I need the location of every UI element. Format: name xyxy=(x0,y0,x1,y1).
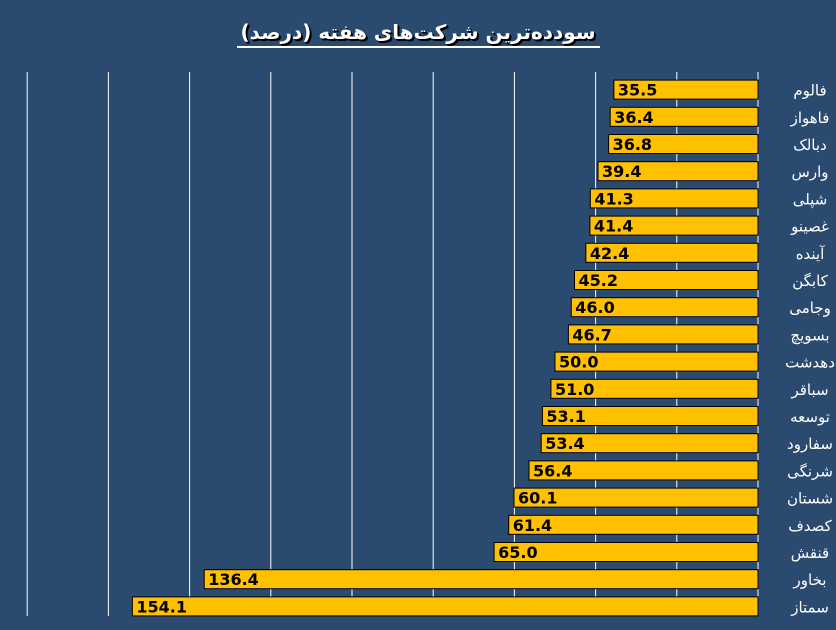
data-label: 53.1 xyxy=(546,407,585,426)
chart-title-text: سودده‌ترین شرکت‌های هفته (درصد) xyxy=(236,20,600,48)
bar xyxy=(203,569,759,590)
category-label: سمتاز xyxy=(790,598,829,616)
category-label: کابگن xyxy=(792,272,828,290)
category-label: دهدشت xyxy=(785,354,835,372)
bar xyxy=(570,297,759,318)
bar xyxy=(608,134,759,154)
data-label: 45.2 xyxy=(578,271,617,290)
category-label: شپلی xyxy=(793,190,828,209)
category-label: دبالک xyxy=(793,136,826,154)
bar xyxy=(554,351,759,372)
bar xyxy=(550,378,759,399)
data-label: 35.5 xyxy=(618,81,657,100)
data-label: 65.0 xyxy=(498,543,537,562)
bar xyxy=(597,161,759,182)
category-label: کصدف xyxy=(788,517,832,535)
chart-title: سودده‌ترین شرکت‌های هفته (درصد) xyxy=(0,20,836,48)
data-label: 61.4 xyxy=(513,516,552,535)
category-label: سباقر xyxy=(790,381,828,399)
data-label: 39.4 xyxy=(602,162,641,181)
data-label: 56.4 xyxy=(533,461,572,480)
bar xyxy=(541,406,759,426)
data-label: 46.7 xyxy=(572,325,611,344)
bar xyxy=(585,242,759,263)
bar xyxy=(513,487,759,508)
bar xyxy=(567,324,759,345)
bars: 35.5 فالوم 36.4 فاهواز 36.8 دبالک 39.4 وارس 41.3… xyxy=(131,79,835,617)
data-label: 53.4 xyxy=(545,434,584,453)
data-label: 36.8 xyxy=(613,135,652,154)
data-label: 60.1 xyxy=(518,489,557,508)
category-label: توسعه xyxy=(790,408,830,426)
category-label: سفارود xyxy=(787,435,833,453)
category-label: قنقش xyxy=(791,544,829,562)
category-label: فالوم xyxy=(793,82,826,100)
category-label: آینده xyxy=(796,245,825,263)
category-label: شرنگی xyxy=(787,462,833,480)
data-label: 136.4 xyxy=(208,570,259,589)
category-label: فاهواز xyxy=(790,109,830,127)
data-label: 46.0 xyxy=(575,298,614,317)
data-label: 41.3 xyxy=(594,189,633,208)
category-label: شستان xyxy=(787,490,833,508)
bar xyxy=(573,270,759,290)
category-label: بخاور xyxy=(793,571,827,589)
data-label: 50.0 xyxy=(559,353,598,372)
bar xyxy=(609,106,759,127)
bar xyxy=(540,433,759,454)
bar xyxy=(493,542,759,562)
bar xyxy=(589,215,759,236)
category-label: غصینو xyxy=(790,218,829,236)
bar xyxy=(613,79,759,100)
category-label: وجامی xyxy=(789,299,831,317)
data-label: 154.1 xyxy=(136,597,187,616)
data-label: 41.4 xyxy=(594,217,633,236)
bar xyxy=(508,514,759,535)
category-label: بسویچ xyxy=(790,326,829,344)
data-label: 42.4 xyxy=(590,244,629,263)
bar xyxy=(131,596,759,617)
category-label: وارس xyxy=(792,163,829,181)
bar xyxy=(589,188,759,209)
bar xyxy=(528,460,759,481)
data-label: 36.4 xyxy=(614,108,653,127)
data-label: 51.0 xyxy=(555,380,594,399)
